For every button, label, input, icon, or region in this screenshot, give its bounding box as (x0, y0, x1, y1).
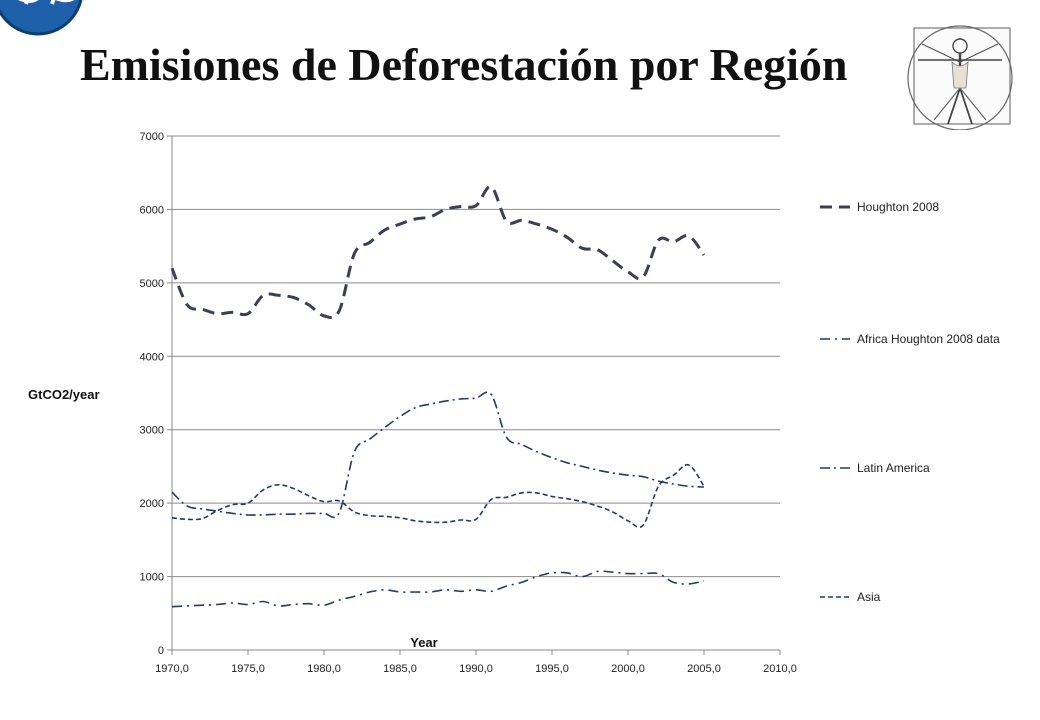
series-lines (170, 185, 706, 608)
series-line-latin-america (171, 391, 705, 519)
legend-label: Latin America (857, 461, 930, 475)
y-tick-label: 3000 (140, 425, 164, 437)
y-tick-label: 1000 (140, 572, 164, 584)
x-tick-label: 2000,0 (611, 663, 645, 675)
series-line-houghton-2008 (170, 185, 706, 320)
y-axis-ticks: 0 1000 2000 3000 4000 5000 6000 7000 (140, 131, 172, 657)
y-tick-label: 7000 (140, 131, 164, 143)
page-title: Emisiones de Deforestación por Región (80, 39, 848, 90)
gridlines (172, 135, 780, 578)
x-tick-label: 2010,0 (763, 663, 797, 675)
x-axis-ticks: 1970,0 1975,0 1980,0 1985,0 1990,0 1995,0 2000… (155, 650, 797, 675)
legend-label: Asia (857, 590, 881, 604)
puzzle-globe-logo (0, 0, 84, 38)
x-tick-label: 1970,0 (155, 663, 189, 675)
y-tick-label: 6000 (140, 204, 164, 216)
legend: Houghton 2008 Africa Houghton 2008 data La… (820, 200, 1000, 604)
series-line-africa-houghton-2008-data (171, 570, 705, 608)
y-tick-label: 2000 (140, 498, 164, 510)
x-axis-title: Year (410, 635, 437, 650)
y-tick-label: 5000 (140, 278, 164, 290)
x-tick-label: 1990,0 (459, 663, 493, 675)
x-tick-label: 1975,0 (231, 663, 265, 675)
vitruvian-man-icon (900, 22, 1018, 131)
y-tick-label: 4000 (140, 351, 164, 363)
x-tick-label: 1985,0 (383, 663, 417, 675)
legend-label: Houghton 2008 (857, 200, 939, 214)
y-axis-title: GtCO2/year (28, 387, 100, 402)
x-tick-label: 1980,0 (307, 663, 341, 675)
y-tick-label: 0 (158, 645, 164, 657)
legend-label: Africa Houghton 2008 data (857, 332, 1000, 346)
x-tick-label: 2005,0 (687, 663, 721, 675)
series-line-asia (171, 463, 705, 529)
x-tick-label: 1995,0 (535, 663, 569, 675)
